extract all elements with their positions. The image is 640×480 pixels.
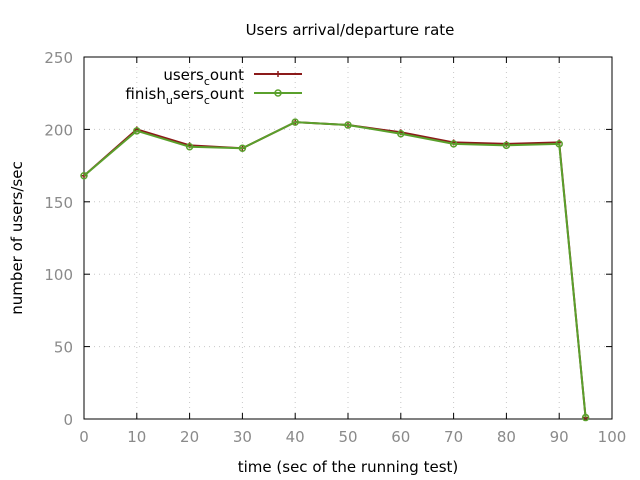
chart-title: Users arrival/departure rate bbox=[246, 21, 455, 39]
data-point bbox=[238, 144, 247, 152]
legend: userscount finishuserscount bbox=[125, 66, 302, 107]
y-tick-label: 150 bbox=[44, 194, 73, 212]
x-tick-label: 60 bbox=[391, 428, 410, 446]
x-tick-label: 100 bbox=[598, 428, 627, 446]
data-point bbox=[449, 140, 458, 148]
data-point bbox=[80, 171, 88, 180]
data-point bbox=[133, 127, 141, 135]
x-tick-label: 50 bbox=[338, 428, 357, 446]
y-tick-label: 250 bbox=[44, 49, 73, 67]
data-point bbox=[291, 118, 299, 126]
x-tick-label: 90 bbox=[550, 428, 569, 446]
data-point bbox=[581, 413, 590, 422]
x-tick-label: 20 bbox=[180, 428, 199, 446]
data-point bbox=[344, 121, 352, 129]
data-point bbox=[555, 140, 563, 148]
grid bbox=[84, 57, 612, 419]
y-tick-label: 50 bbox=[54, 339, 73, 357]
series-1 bbox=[80, 118, 590, 422]
y-tick-label: 100 bbox=[44, 266, 73, 284]
x-tick-label: 40 bbox=[286, 428, 305, 446]
legend-marker-finish-users-count bbox=[274, 89, 282, 97]
series-line bbox=[83, 121, 587, 418]
x-tick-label: 0 bbox=[79, 428, 89, 446]
y-axis-title: number of users/sec bbox=[8, 161, 26, 314]
x-tick-label: 30 bbox=[233, 428, 252, 446]
y-tick-label: 0 bbox=[63, 411, 73, 429]
legend-marker-users-count bbox=[275, 71, 281, 77]
legend-point bbox=[275, 71, 281, 77]
legend-label-users-count: userscount bbox=[163, 66, 244, 88]
x-axis-title: time (sec of the running test) bbox=[238, 458, 459, 476]
series-layer bbox=[80, 118, 590, 422]
axis-ticks: 0 10 20 30 40 50 60 70 80 90 100 0 50 100 150 200 250 bbox=[44, 49, 626, 446]
y-tick-label: 200 bbox=[44, 121, 73, 139]
data-point bbox=[397, 129, 405, 138]
data-point bbox=[185, 143, 194, 151]
series-line bbox=[83, 121, 587, 418]
legend-label-finish-users-count: finishuserscount bbox=[125, 85, 244, 107]
x-tick-label: 70 bbox=[444, 428, 463, 446]
x-tick-label: 10 bbox=[127, 428, 146, 446]
series-0 bbox=[81, 119, 589, 421]
legend-point bbox=[274, 89, 282, 97]
data-point bbox=[502, 141, 511, 150]
x-tick-label: 80 bbox=[497, 428, 516, 446]
